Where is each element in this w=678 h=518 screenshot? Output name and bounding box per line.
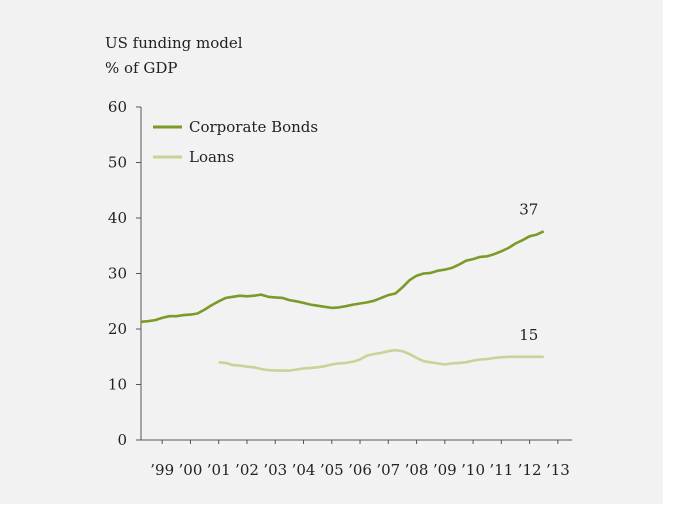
x-tick-label: ’99 bbox=[150, 461, 174, 479]
x-tick-label: ’12 bbox=[518, 461, 542, 479]
y-tick-label: 40 bbox=[108, 209, 127, 227]
y-tick-label: 30 bbox=[108, 265, 127, 283]
legend-label: Loans bbox=[189, 148, 234, 166]
y-tick-label: 0 bbox=[117, 431, 127, 449]
x-tick-label: ’04 bbox=[292, 461, 316, 479]
x-tick-label: ’07 bbox=[376, 461, 400, 479]
y-tick-label: 60 bbox=[108, 98, 127, 116]
x-tick-label: ’13 bbox=[546, 461, 570, 479]
legend-label: Corporate Bonds bbox=[189, 118, 318, 136]
x-tick-label: ’05 bbox=[320, 461, 344, 479]
x-tick-label: ’06 bbox=[348, 461, 372, 479]
x-tick-label: ’08 bbox=[405, 461, 429, 479]
x-tick-label: ’02 bbox=[235, 461, 259, 479]
x-tick-label: ’11 bbox=[489, 461, 513, 479]
y-tick-label: 10 bbox=[108, 376, 127, 394]
x-tick-label: ’01 bbox=[207, 461, 231, 479]
series-line-1 bbox=[140, 230, 545, 324]
series-end-label: 15 bbox=[519, 326, 538, 344]
chart-card: US funding model % of GDP 0 10 20 30 40 50 60 ’… bbox=[0, 0, 663, 504]
series-line-2 bbox=[218, 348, 544, 372]
x-tick-label: ’03 bbox=[263, 461, 287, 479]
x-tick-label: ’10 bbox=[461, 461, 485, 479]
line-chart: 0 10 20 30 40 50 60 ’99 ’00’01’02’03 ’04’05’06’07… bbox=[108, 98, 572, 479]
x-tick-label: ’09 bbox=[433, 461, 457, 479]
series-end-label: 37 bbox=[519, 200, 538, 218]
chart-title: US funding model bbox=[105, 34, 243, 52]
y-tick-label: 50 bbox=[108, 154, 127, 172]
y-tick-label: 20 bbox=[108, 320, 127, 338]
x-tick-label: ’00 bbox=[179, 461, 203, 479]
chart-subtitle: % of GDP bbox=[105, 59, 178, 77]
